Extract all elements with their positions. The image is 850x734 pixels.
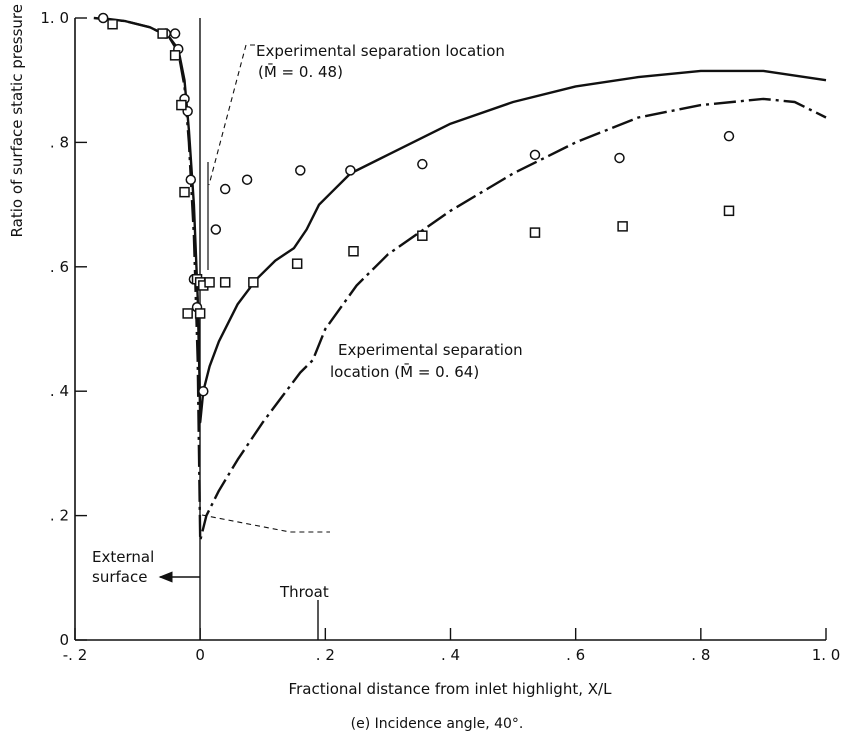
data-point-square — [176, 99, 187, 111]
sep-064-label-line2: location (M̄ = 0. 64) — [330, 362, 479, 381]
data-point-square — [417, 230, 428, 241]
data-point-square — [179, 186, 190, 198]
x-tick-label: -. 2 — [63, 646, 88, 664]
throat-label: Throat — [279, 583, 329, 601]
sep-048-leader — [208, 44, 255, 186]
data-point-square — [291, 258, 303, 269]
data-point-square — [529, 227, 541, 238]
series-line-dash-dot — [93, 16, 827, 542]
marker-layer — [97, 12, 735, 397]
data-point-square — [723, 205, 735, 217]
sep-064-label-line1: Experimental separation — [338, 341, 523, 359]
x-tick-label: 1. 0 — [812, 646, 841, 664]
figure-caption: (e) Incidence angle, 40°. — [351, 716, 524, 732]
data-point-circle — [185, 174, 197, 185]
data-point-square — [169, 50, 181, 61]
data-point-circle — [241, 174, 253, 185]
y-tick-label: 1. 0 — [40, 9, 69, 27]
data-point-circle — [97, 12, 109, 24]
data-point-square — [107, 18, 118, 30]
x-tick-label: 0 — [195, 646, 205, 664]
data-point-square — [157, 28, 168, 39]
x-tick-label: . 4 — [441, 646, 460, 664]
data-point-circle — [169, 28, 181, 39]
data-point-circle — [417, 158, 428, 170]
series-layer — [93, 16, 827, 542]
data-point-circle — [723, 130, 735, 142]
y-tick-label: . 2 — [50, 507, 69, 525]
x-tick-label: . 2 — [316, 646, 335, 664]
data-point-square — [248, 277, 259, 288]
sep-048-label-line2: (M̄ = 0. 48) — [258, 62, 343, 81]
external-surface-label-line2: surface — [92, 568, 147, 586]
sep-048-label-line1: Experimental separation location — [256, 42, 505, 60]
x-tick-label: . 8 — [691, 646, 710, 664]
data-point-circle — [198, 385, 209, 397]
data-point-square — [219, 277, 231, 288]
y-ticks: 0 . 2 . 4 . 6 . 8 1. 0 — [40, 9, 87, 649]
y-tick-label: 0 — [59, 631, 69, 649]
data-point-square — [194, 308, 206, 319]
y-axis-label: Ratio of surface static pressure — [8, 4, 26, 237]
data-point-circle — [295, 165, 306, 176]
y-tick-label: . 4 — [50, 382, 69, 400]
y-tick-label: . 8 — [50, 133, 69, 151]
series-line-solid — [99, 16, 827, 424]
data-point-circle — [219, 183, 231, 195]
data-point-square — [204, 277, 215, 288]
data-point-square — [617, 221, 628, 232]
sep-064-leader — [201, 514, 330, 533]
data-point-circle — [345, 165, 356, 176]
data-point-circle — [529, 149, 541, 161]
x-tick-label: . 6 — [566, 646, 585, 664]
y-tick-label: . 6 — [50, 258, 69, 276]
data-point-square — [348, 246, 359, 257]
data-point-square — [182, 308, 193, 319]
x-axis-label: Fractional distance from inlet highlight… — [289, 680, 613, 698]
external-surface-label-line1: External — [92, 548, 154, 566]
data-point-circle — [210, 224, 222, 235]
data-point-circle — [614, 152, 625, 164]
x-ticks: -. 2 0 . 2 . 4 . 6 . 8 1. 0 — [63, 628, 841, 664]
